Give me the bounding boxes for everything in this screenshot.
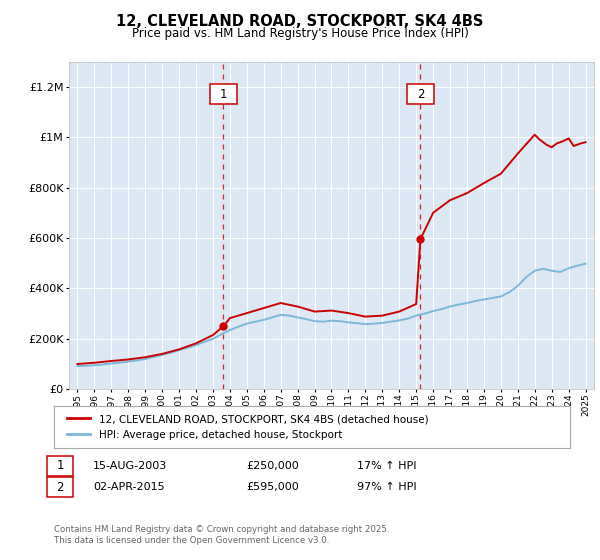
Text: 1: 1 [220, 88, 227, 101]
Text: 2: 2 [56, 480, 64, 494]
Text: 1: 1 [56, 459, 64, 473]
Text: 15-AUG-2003: 15-AUG-2003 [93, 461, 167, 471]
Text: Contains HM Land Registry data © Crown copyright and database right 2025.
This d: Contains HM Land Registry data © Crown c… [54, 525, 389, 545]
Text: 97% ↑ HPI: 97% ↑ HPI [357, 482, 416, 492]
Text: £595,000: £595,000 [246, 482, 299, 492]
Legend: 12, CLEVELAND ROAD, STOCKPORT, SK4 4BS (detached house), HPI: Average price, det: 12, CLEVELAND ROAD, STOCKPORT, SK4 4BS (… [64, 411, 431, 443]
Text: Price paid vs. HM Land Registry's House Price Index (HPI): Price paid vs. HM Land Registry's House … [131, 27, 469, 40]
Text: 17% ↑ HPI: 17% ↑ HPI [357, 461, 416, 471]
Text: £250,000: £250,000 [246, 461, 299, 471]
Text: 02-APR-2015: 02-APR-2015 [93, 482, 164, 492]
Text: 2: 2 [416, 88, 424, 101]
Text: 12, CLEVELAND ROAD, STOCKPORT, SK4 4BS: 12, CLEVELAND ROAD, STOCKPORT, SK4 4BS [116, 14, 484, 29]
